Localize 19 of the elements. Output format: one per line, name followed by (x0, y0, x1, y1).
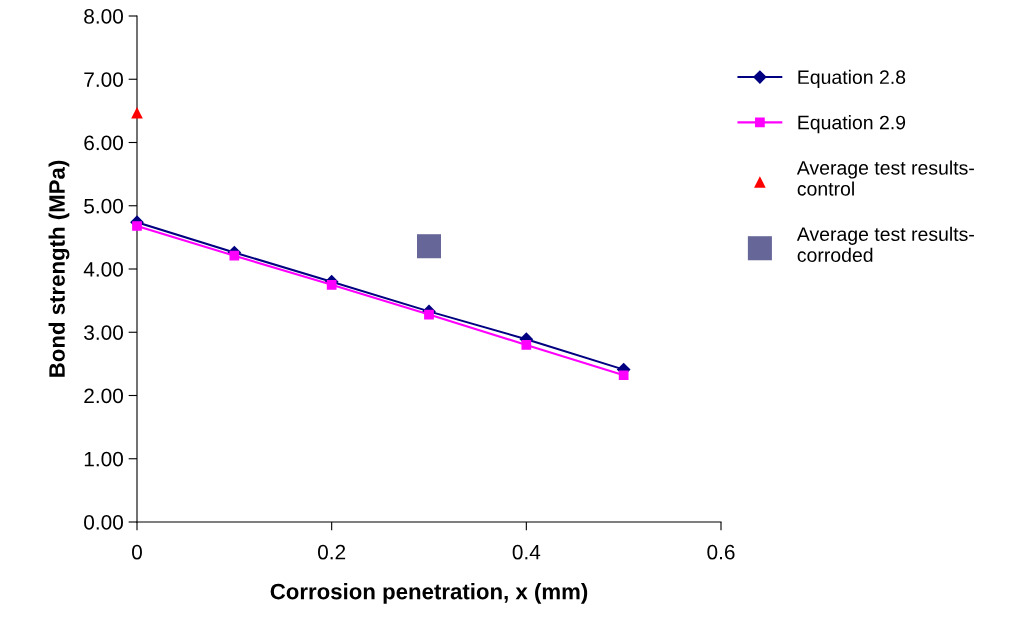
y-tick-label: 5.00 (84, 198, 123, 214)
legend-label: Equation 2.8 (798, 69, 906, 88)
y-tick-label: 3.00 (84, 325, 123, 340)
y-tick-label: 7.00 (84, 72, 123, 87)
x-tick-label: 0.2 (318, 544, 346, 560)
y-tick-label: 6.00 (84, 135, 123, 151)
legend-label: Equation 2.9 (798, 115, 906, 134)
y-tick-label: 0.00 (84, 515, 123, 530)
x-tick-label: 0 (132, 544, 142, 560)
y-tick-label: 4.00 (83, 262, 123, 277)
y-tick-label: 1.00 (84, 451, 123, 467)
y-axis-title: Bond strength (MPa) (48, 160, 70, 377)
legend-label: Average test results- corroded (796, 226, 974, 262)
x-tick-label: 0.4 (512, 544, 541, 560)
legend-label: Average test results- control (796, 160, 974, 196)
x-tick-label: 0.6 (707, 544, 735, 560)
y-tick-label: 8.00 (84, 9, 123, 24)
x-axis-title: Corrosion penetration, x (mm) (270, 583, 588, 604)
y-tick-label: 2.00 (84, 388, 123, 404)
